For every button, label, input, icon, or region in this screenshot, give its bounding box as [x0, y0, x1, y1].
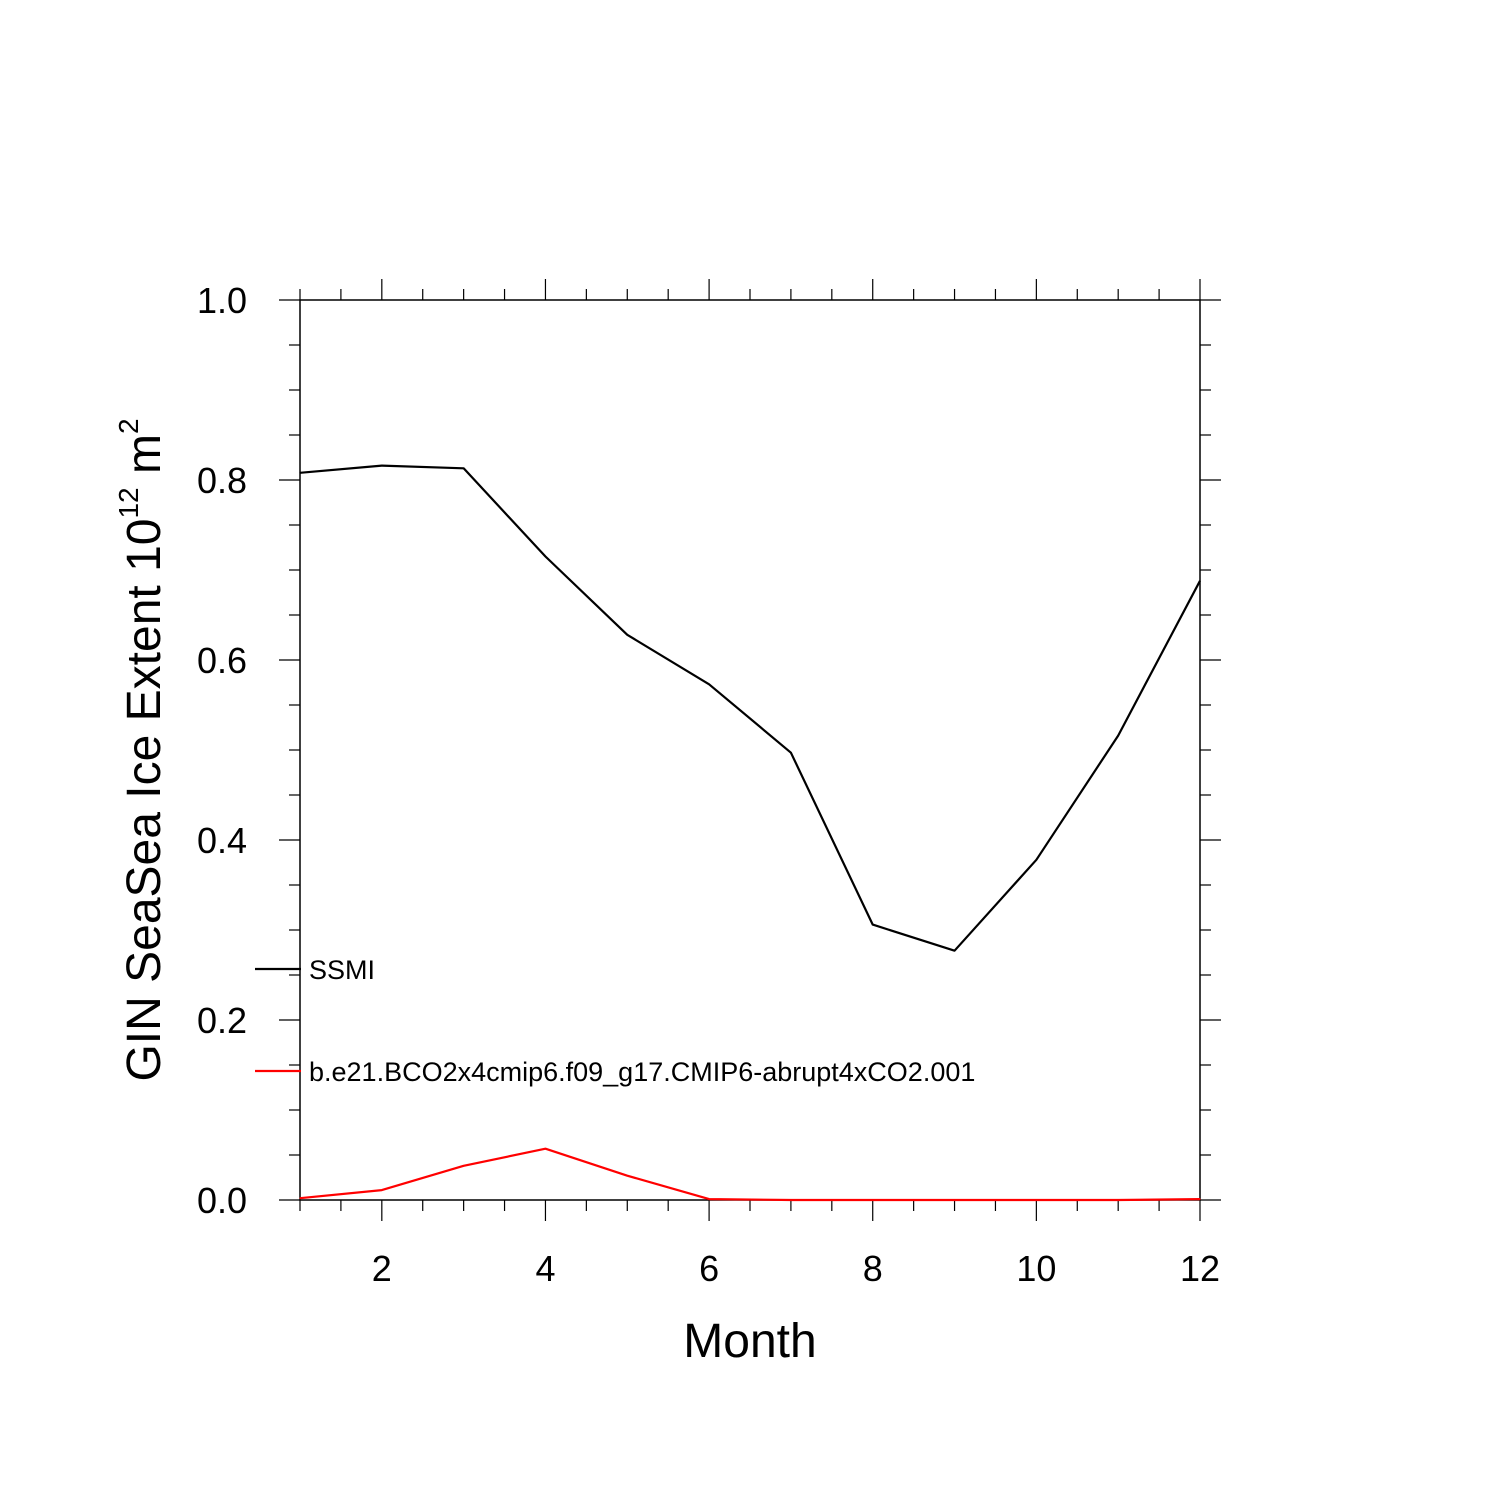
series-line-2 [299, 1147, 1201, 1202]
data-point [790, 1199, 792, 1201]
data-point [708, 683, 710, 685]
y-axis-title-prefix: GIN SeaSea Ice Extent 10 [118, 519, 171, 1082]
x-tick-label: 2 [372, 1248, 392, 1289]
series-line-1 [299, 464, 1201, 952]
data-point [626, 1175, 628, 1177]
data-point [1117, 735, 1119, 737]
data-point [708, 1198, 710, 1200]
legend: SSMI b.e21.BCO2x4cmip6.f09_g17.CMIP6-abru… [255, 955, 975, 1087]
y-tick-label: 0.4 [197, 820, 247, 861]
data-point [463, 1165, 465, 1167]
y-axis-title: GIN SeaSea Ice Extent 1012 m2 [113, 418, 171, 1081]
x-tick-label: 12 [1180, 1248, 1220, 1289]
y-tick-label: 0.0 [197, 1180, 247, 1221]
data-point [299, 472, 301, 474]
y-tick-label: 0.6 [197, 640, 247, 681]
legend-label-1: SSMI [309, 955, 375, 985]
legend-label-2: b.e21.BCO2x4cmip6.f09_g17.CMIP6-abrupt4x… [309, 1057, 975, 1087]
y-axis-title-unit-exponent: 2 [113, 418, 144, 434]
tick-labels: 2 4 6 8 10 12 0.0 0.2 0.4 0.6 0.8 1.0 [197, 280, 1220, 1289]
x-tick-label: 6 [699, 1248, 719, 1289]
data-point [1199, 580, 1201, 582]
data-point [626, 634, 628, 636]
axis-ticks [279, 279, 1221, 1221]
data-point [790, 752, 792, 754]
x-axis-title: Month [683, 1315, 816, 1368]
data-point [1199, 1198, 1201, 1200]
data-point [953, 950, 956, 952]
y-axis-title-exponent: 12 [113, 487, 144, 518]
x-tick-label: 8 [863, 1248, 883, 1289]
y-tick-label: 0.8 [197, 460, 247, 501]
y-tick-label: 1.0 [197, 280, 247, 321]
data-point [1035, 1199, 1037, 1201]
y-tick-label: 0.2 [197, 1000, 247, 1041]
series-lines [299, 464, 1201, 1202]
x-tick-label: 4 [535, 1248, 555, 1289]
data-point [544, 1148, 547, 1150]
data-point [872, 1199, 874, 1201]
data-point [381, 1189, 383, 1191]
data-point [299, 1197, 301, 1199]
data-point [544, 555, 547, 558]
data-point [463, 467, 465, 469]
y-axis-title-middle: m [118, 434, 171, 487]
data-point [381, 465, 383, 467]
data-point [1035, 859, 1037, 861]
x-tick-label: 10 [1016, 1248, 1056, 1289]
data-point [1117, 1199, 1119, 1201]
data-point [953, 1199, 956, 1201]
data-point [872, 924, 874, 926]
